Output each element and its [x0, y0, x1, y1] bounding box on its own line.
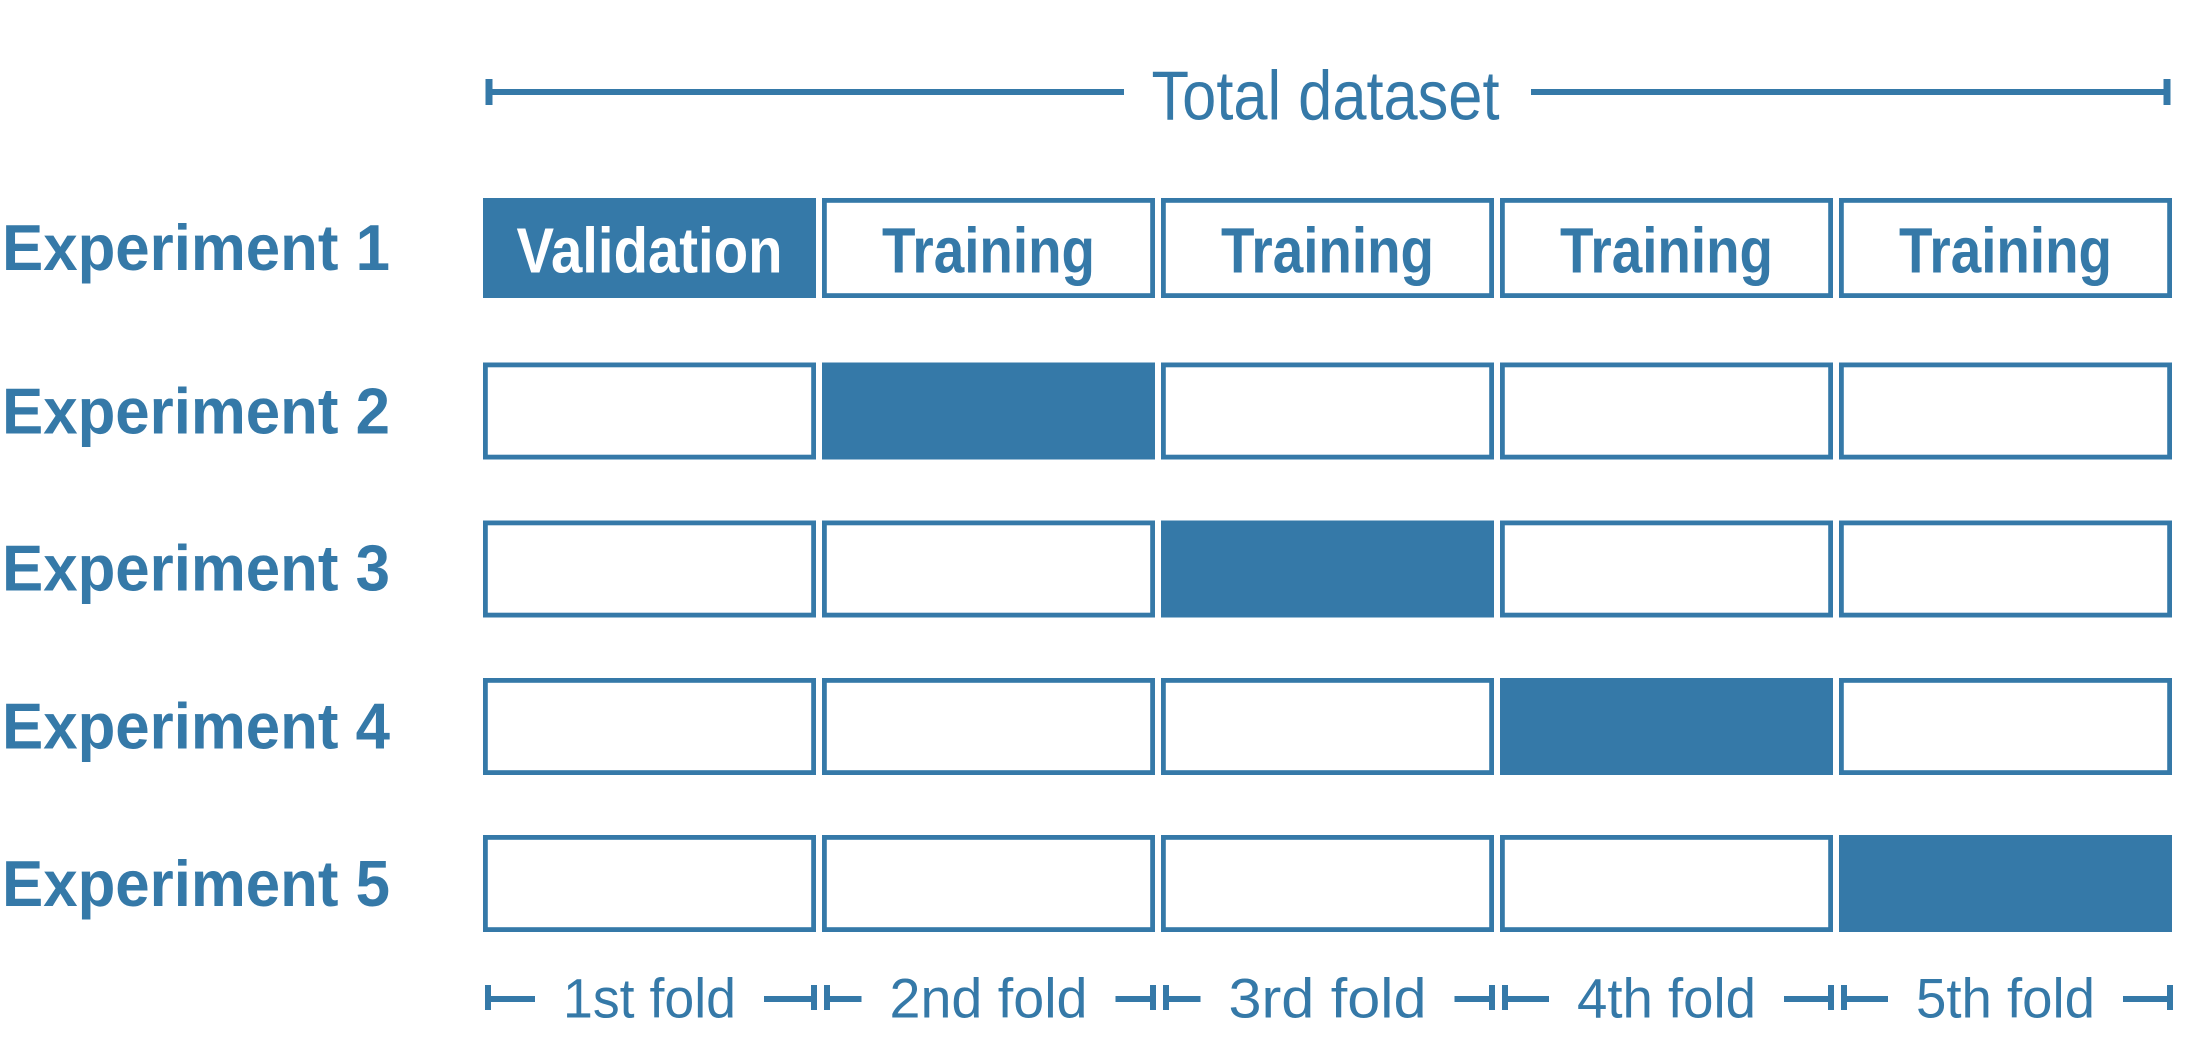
svg-text:4th fold: 4th fold — [1577, 967, 1756, 1030]
svg-text:Training: Training — [1899, 215, 2112, 287]
svg-text:2nd fold: 2nd fold — [890, 967, 1088, 1030]
svg-text:Training: Training — [1560, 215, 1773, 287]
svg-text:3rd fold: 3rd fold — [1229, 967, 1427, 1030]
svg-text:Experiment 5: Experiment 5 — [2, 847, 390, 920]
svg-text:Experiment 4: Experiment 4 — [2, 690, 390, 763]
svg-text:Training: Training — [1221, 215, 1434, 287]
svg-text:Validation: Validation — [517, 215, 783, 287]
svg-text:Training: Training — [882, 215, 1095, 287]
svg-text:Experiment 3: Experiment 3 — [2, 532, 390, 605]
svg-text:1st fold: 1st fold — [563, 967, 736, 1030]
svg-text:Total dataset: Total dataset — [1152, 57, 1500, 135]
svg-text:Experiment 1: Experiment 1 — [2, 211, 390, 284]
svg-text:5th fold: 5th fold — [1916, 967, 2095, 1030]
svg-text:Experiment 2: Experiment 2 — [2, 375, 390, 448]
